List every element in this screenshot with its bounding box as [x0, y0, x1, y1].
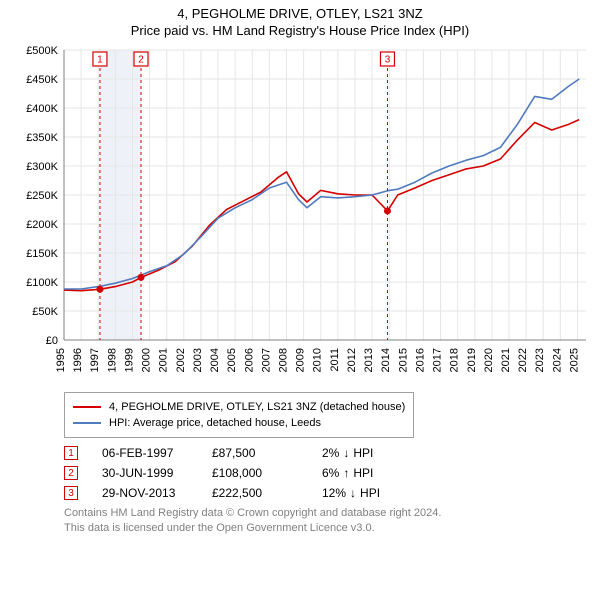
svg-text:£450K: £450K — [26, 74, 58, 86]
svg-text:2017: 2017 — [432, 348, 444, 372]
chart-plot: £0 £50K £100K £150K £200K £250K £300K £350K £400… — [8, 44, 592, 384]
legend: 4, PEGHOLME DRIVE, OTLEY, LS21 3NZ (deta… — [64, 392, 414, 438]
svg-text:1997: 1997 — [89, 348, 101, 372]
transaction-delta: 2% ↓ HPI — [322, 446, 373, 460]
delta-pct: 12% — [322, 486, 346, 500]
svg-text:£50K: £50K — [32, 306, 58, 318]
svg-text:2021: 2021 — [500, 348, 512, 372]
svg-text:2000: 2000 — [141, 348, 153, 372]
attribution-line: This data is licensed under the Open Gov… — [64, 521, 592, 536]
arrow-icon: ↓ — [350, 486, 356, 500]
svg-text:£150K: £150K — [26, 248, 58, 260]
arrow-icon: ↓ — [343, 446, 349, 460]
line-chart-svg: £0 £50K £100K £150K £200K £250K £300K £350K £400… — [8, 44, 592, 384]
svg-text:£400K: £400K — [26, 103, 58, 115]
delta-label: HPI — [353, 466, 373, 480]
svg-text:1: 1 — [97, 55, 103, 66]
svg-text:2001: 2001 — [158, 348, 170, 372]
svg-text:2004: 2004 — [209, 348, 221, 372]
transaction-price: £87,500 — [212, 446, 322, 460]
svg-text:£0: £0 — [46, 335, 58, 347]
svg-text:2003: 2003 — [192, 348, 204, 372]
svg-text:2011: 2011 — [329, 348, 341, 372]
transaction-date: 30-JUN-1999 — [102, 466, 212, 480]
svg-text:2012: 2012 — [346, 348, 358, 372]
svg-text:£500K: £500K — [26, 45, 58, 57]
transaction-marker: 1 — [64, 446, 78, 460]
svg-text:2007: 2007 — [260, 348, 272, 372]
chart-subtitle: Price paid vs. HM Land Registry's House … — [8, 23, 592, 38]
svg-text:1995: 1995 — [55, 348, 67, 372]
svg-text:£350K: £350K — [26, 132, 58, 144]
transaction-marker: 2 — [64, 466, 78, 480]
arrow-icon: ↑ — [343, 466, 349, 480]
svg-text:1999: 1999 — [123, 348, 135, 372]
transaction-date: 06-FEB-1997 — [102, 446, 212, 460]
attribution: Contains HM Land Registry data © Crown c… — [64, 506, 592, 536]
transaction-price: £108,000 — [212, 466, 322, 480]
delta-label: HPI — [353, 446, 373, 460]
svg-text:2014: 2014 — [380, 348, 392, 372]
svg-text:2022: 2022 — [517, 348, 529, 372]
svg-text:2: 2 — [138, 55, 144, 66]
transaction-row: 2 30-JUN-1999£108,0006% ↑ HPI — [64, 466, 592, 480]
delta-pct: 6% — [322, 466, 339, 480]
legend-row: 4, PEGHOLME DRIVE, OTLEY, LS21 3NZ (deta… — [73, 399, 405, 415]
legend-label: HPI: Average price, detached house, Leed… — [109, 417, 321, 429]
svg-text:2020: 2020 — [483, 348, 495, 372]
svg-text:1996: 1996 — [72, 348, 84, 372]
transactions-table: 1 06-FEB-1997£87,5002% ↓ HPI 2 30-JUN-1999£10… — [64, 446, 592, 500]
svg-text:2009: 2009 — [295, 348, 307, 372]
attribution-line: Contains HM Land Registry data © Crown c… — [64, 506, 592, 521]
delta-pct: 2% — [322, 446, 339, 460]
svg-text:2018: 2018 — [449, 348, 461, 372]
svg-text:2006: 2006 — [243, 348, 255, 372]
transaction-row: 3 29-NOV-2013£222,50012% ↓ HPI — [64, 486, 592, 500]
svg-text:2008: 2008 — [277, 348, 289, 372]
svg-text:2010: 2010 — [312, 348, 324, 372]
legend-row: HPI: Average price, detached house, Leed… — [73, 415, 405, 431]
svg-text:2013: 2013 — [363, 348, 375, 372]
transaction-delta: 6% ↑ HPI — [322, 466, 373, 480]
svg-text:2025: 2025 — [568, 348, 580, 372]
svg-text:£300K: £300K — [26, 161, 58, 173]
delta-label: HPI — [360, 486, 380, 500]
transaction-price: £222,500 — [212, 486, 322, 500]
svg-text:1998: 1998 — [106, 348, 118, 372]
svg-text:£200K: £200K — [26, 219, 58, 231]
legend-swatch — [73, 422, 101, 424]
transaction-delta: 12% ↓ HPI — [322, 486, 380, 500]
chart-title: 4, PEGHOLME DRIVE, OTLEY, LS21 3NZ — [8, 6, 592, 21]
legend-swatch — [73, 406, 101, 408]
legend-label: 4, PEGHOLME DRIVE, OTLEY, LS21 3NZ (deta… — [109, 401, 405, 413]
svg-text:2019: 2019 — [466, 348, 478, 372]
svg-text:2016: 2016 — [414, 348, 426, 372]
transaction-row: 1 06-FEB-1997£87,5002% ↓ HPI — [64, 446, 592, 460]
svg-text:2015: 2015 — [397, 348, 409, 372]
svg-text:2024: 2024 — [551, 348, 563, 372]
svg-text:3: 3 — [385, 55, 391, 66]
transaction-date: 29-NOV-2013 — [102, 486, 212, 500]
svg-text:2023: 2023 — [534, 348, 546, 372]
svg-text:£100K: £100K — [26, 277, 58, 289]
svg-text:2002: 2002 — [175, 348, 187, 372]
svg-text:£250K: £250K — [26, 190, 58, 202]
chart-container: 4, PEGHOLME DRIVE, OTLEY, LS21 3NZ Price… — [0, 0, 600, 544]
svg-text:2005: 2005 — [226, 348, 238, 372]
transaction-marker: 3 — [64, 486, 78, 500]
